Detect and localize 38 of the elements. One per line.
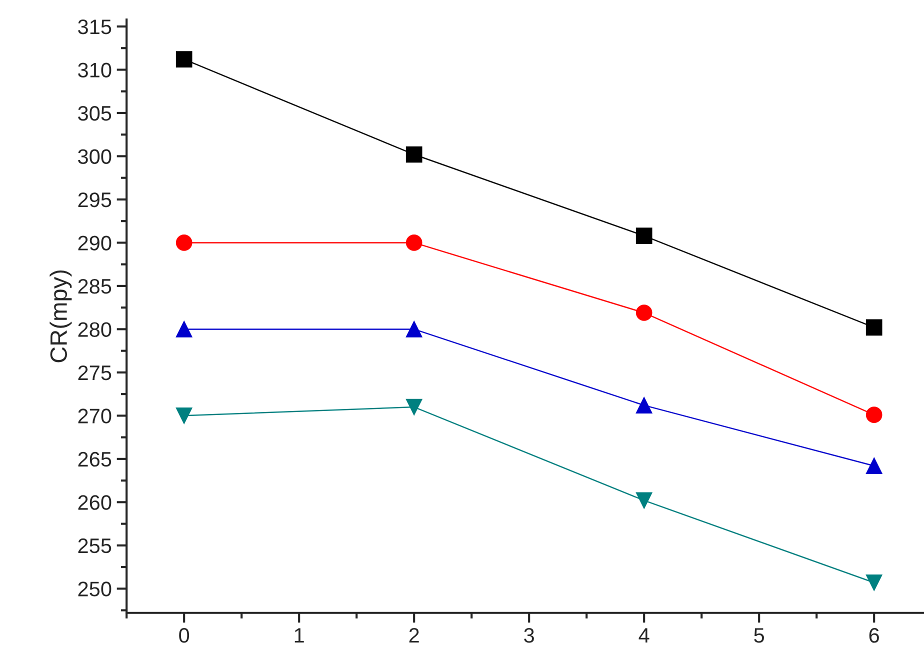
- point: [176, 408, 192, 424]
- x-tick-label: 2: [409, 628, 419, 643]
- point: [176, 51, 192, 68]
- y-tick-label: 275: [78, 365, 112, 380]
- y-axis-title: CR(mpy): [50, 270, 72, 362]
- point: [636, 228, 652, 244]
- y-tick-label: 255: [78, 538, 112, 554]
- point: [636, 397, 652, 414]
- point: [176, 321, 192, 338]
- point: [866, 574, 882, 591]
- point: [866, 458, 882, 474]
- y-tick-label: 265: [78, 452, 112, 467]
- y-tick-label: 270: [78, 408, 112, 424]
- x-tick-label: 6: [869, 628, 879, 643]
- point: [406, 398, 422, 416]
- y-tick-label: 310: [78, 62, 112, 78]
- point: [636, 304, 652, 321]
- y-tick-label: 300: [78, 149, 112, 164]
- point: [406, 234, 422, 251]
- point: [406, 146, 422, 163]
- point: [406, 321, 422, 338]
- x-tick-label: 4: [638, 628, 650, 643]
- y-tick-label: 305: [78, 106, 112, 121]
- x-tick-label: 3: [524, 628, 534, 643]
- point: [176, 234, 192, 251]
- y-tick-label: 285: [78, 278, 112, 294]
- y-tick-label: 260: [78, 495, 112, 510]
- x-tick-label: 5: [754, 628, 764, 643]
- point: [636, 492, 652, 509]
- y-tick-label: 250: [78, 582, 112, 596]
- y-tick-label: 280: [78, 322, 112, 337]
- point: [866, 319, 882, 336]
- y-tick-label: 290: [78, 236, 112, 250]
- x-tick-label: 0: [179, 628, 190, 643]
- y-tick-label: 315: [78, 19, 112, 34]
- point: [866, 406, 882, 423]
- x-tick-label: 1: [294, 628, 304, 643]
- y-tick-label: 295: [78, 192, 112, 208]
